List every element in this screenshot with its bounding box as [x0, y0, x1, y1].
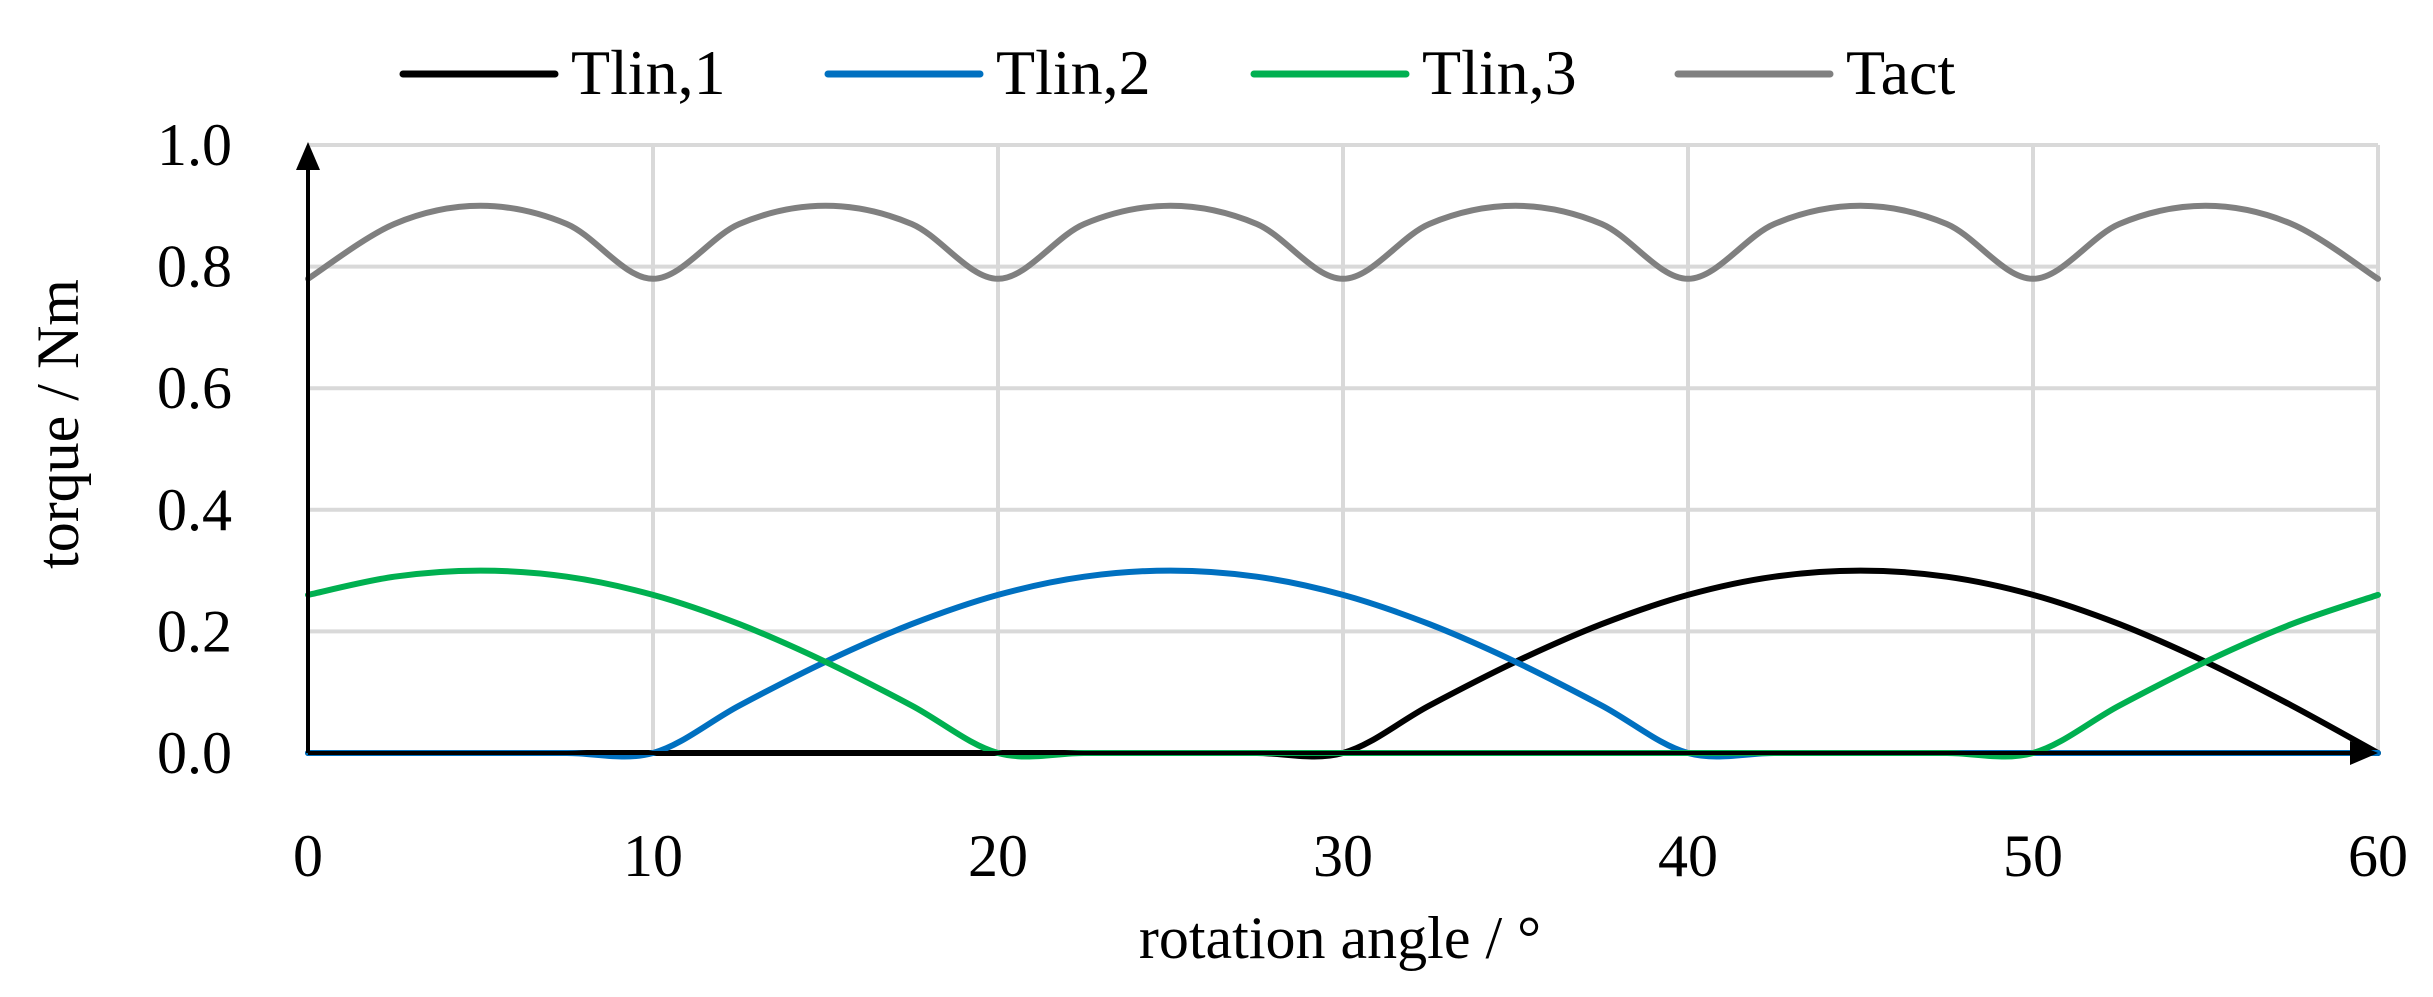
y-tick-label: 0.6 [157, 355, 232, 421]
legend-label: Tlin,1 [571, 37, 726, 108]
y-tick-label: 1.0 [157, 112, 232, 178]
legend-label: Tlin,3 [1422, 37, 1577, 108]
y-tick-label: 0.4 [157, 477, 232, 543]
x-axis-arrow [2350, 741, 2378, 765]
legend: Tlin,1 Tlin,2 Tlin,3 Tact [399, 37, 1955, 108]
legend-label: Tact [1846, 37, 1955, 108]
series-line-4 [305, 202, 2381, 282]
x-tick-label: 30 [1313, 823, 1373, 889]
y-axis-title: torque / Nm [25, 279, 91, 569]
x-axis-title: rotation angle / ° [1139, 905, 1541, 971]
x-tick-label: 40 [1658, 823, 1718, 889]
x-tick-label: 0 [293, 823, 323, 889]
y-tick-label: 0.8 [157, 234, 232, 300]
x-tick-label: 60 [2348, 823, 2408, 889]
x-tick-label: 50 [2003, 823, 2063, 889]
axes [296, 142, 2378, 765]
ticks: 0 10 20 30 40 50 60 0.0 0.2 0.4 0.6 0.8 1.0 [157, 112, 2408, 889]
x-tick-label: 10 [623, 823, 683, 889]
y-tick-label: 0.2 [157, 598, 232, 664]
x-tick-label: 20 [968, 823, 1028, 889]
legend-label: Tlin,2 [996, 37, 1151, 108]
y-axis-arrow [296, 142, 320, 170]
y-tick-label: 0.0 [157, 720, 232, 786]
grid [308, 143, 2380, 753]
